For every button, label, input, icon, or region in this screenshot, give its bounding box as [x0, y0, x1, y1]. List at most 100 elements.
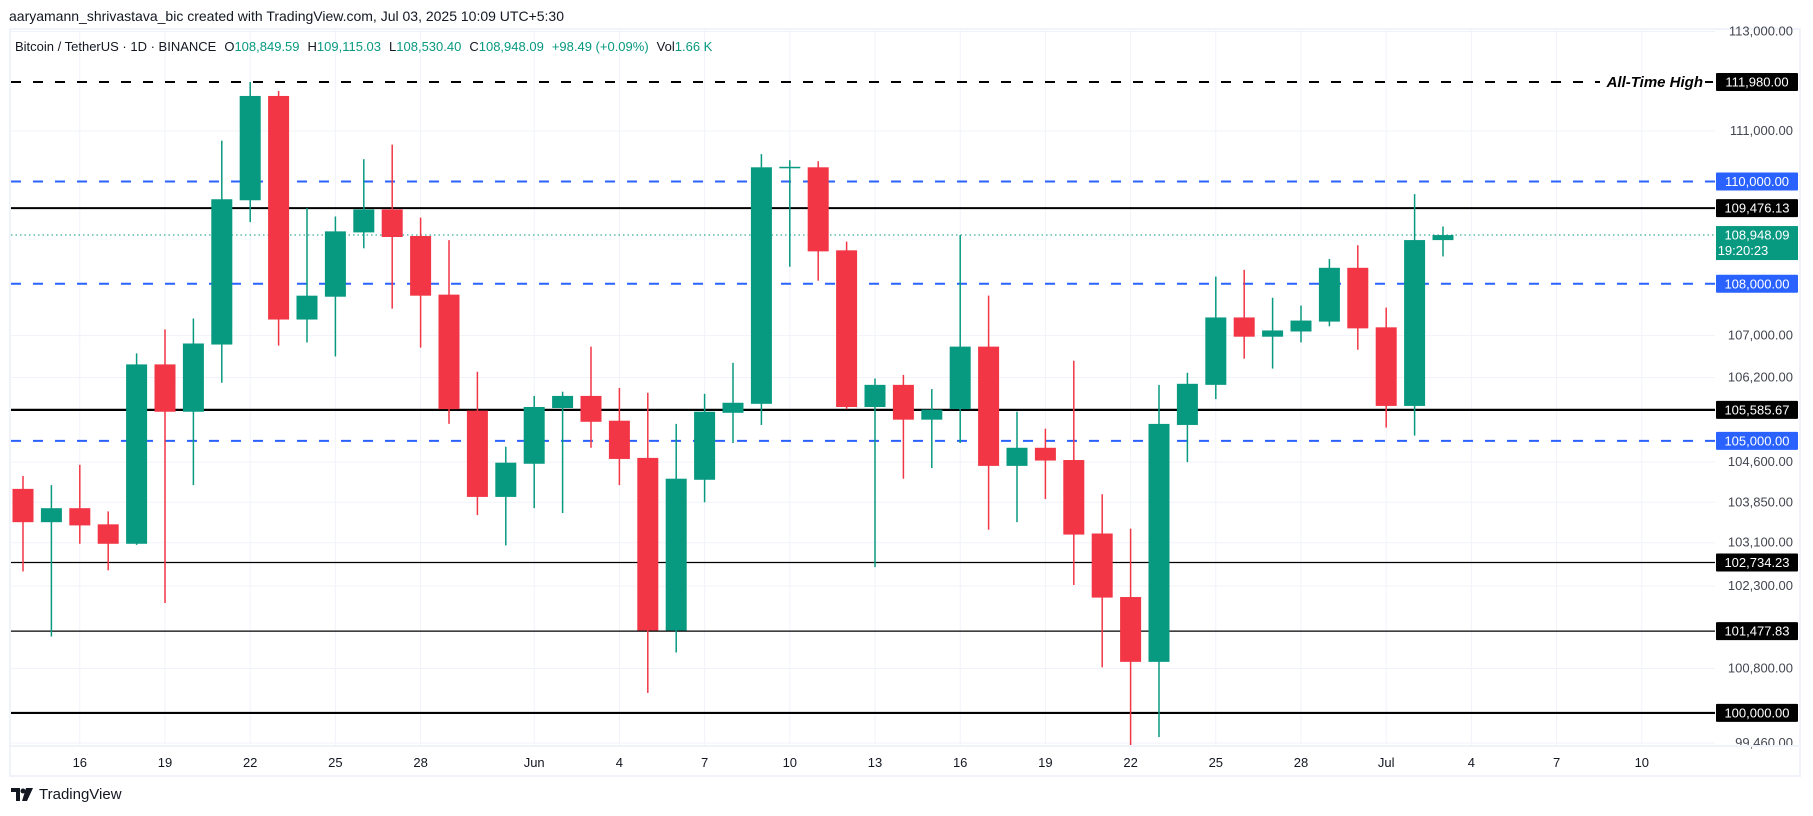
candle[interactable]	[1091, 494, 1113, 668]
all-time-high-annotation: All-Time High	[1606, 74, 1703, 91]
candle-body	[1375, 327, 1397, 406]
candle[interactable]	[12, 476, 34, 572]
candle[interactable]	[40, 485, 62, 637]
volume-label: Vol	[656, 39, 675, 54]
high-value: 109,115.03	[316, 39, 382, 54]
level-price-badge	[1716, 431, 1798, 450]
open-value: 108,849.59	[234, 39, 300, 54]
candle[interactable]	[1262, 297, 1284, 369]
candle[interactable]	[978, 295, 1000, 530]
candle[interactable]	[637, 392, 659, 693]
y-tick-label: 103,850.00	[1728, 494, 1793, 509]
candle[interactable]	[438, 240, 460, 424]
candle-body	[1063, 460, 1085, 535]
candle[interactable]	[268, 90, 290, 346]
candle[interactable]	[1034, 428, 1056, 500]
candle[interactable]	[154, 329, 176, 604]
candle[interactable]	[552, 391, 574, 514]
candle[interactable]	[1063, 360, 1085, 586]
footer-brand[interactable]: TradingView	[11, 786, 122, 803]
x-tick-label: 25	[328, 755, 342, 770]
candle-body	[40, 508, 62, 523]
candle[interactable]	[1148, 384, 1170, 737]
candle[interactable]	[126, 353, 148, 545]
y-tick-label: 102,300.00	[1728, 578, 1793, 593]
candle-body	[1006, 447, 1028, 466]
y-tick-label: 100,800.00	[1728, 660, 1793, 675]
candle[interactable]	[466, 371, 488, 516]
candle[interactable]	[750, 154, 772, 425]
candle-body	[1347, 267, 1369, 329]
candle[interactable]	[836, 241, 858, 410]
candle[interactable]	[608, 388, 630, 486]
candle[interactable]	[580, 346, 602, 448]
candle-body	[296, 295, 318, 320]
level-price-badge	[1716, 274, 1798, 293]
candle[interactable]	[1233, 269, 1255, 359]
level-price-badge	[1716, 622, 1798, 641]
candle[interactable]	[1375, 307, 1397, 428]
candle-body	[69, 508, 91, 526]
candle-body	[239, 95, 261, 201]
candle[interactable]	[1176, 372, 1198, 463]
candle-body	[552, 395, 574, 409]
time-axis[interactable]: 16 19 22 25 28 Jun 4 7 10 13 16 19 22 25 28 Jul 4 7 10	[11, 745, 1800, 770]
candle[interactable]	[495, 446, 517, 546]
price-axis[interactable]: 113,000.00 111,000.00 107,000.00 106,200.00…	[1716, 23, 1798, 750]
level-price-label: 110,000.00	[1725, 174, 1789, 189]
level-price-label: 109,476.13	[1724, 201, 1789, 216]
candle[interactable]	[239, 82, 261, 223]
close-label: C	[469, 39, 479, 54]
candle[interactable]	[69, 464, 91, 544]
candle-body	[126, 364, 148, 544]
candle[interactable]	[665, 423, 687, 653]
grid	[11, 30, 1715, 745]
candle[interactable]	[324, 216, 346, 357]
candle[interactable]	[1432, 226, 1454, 257]
candle[interactable]	[97, 511, 119, 571]
candle[interactable]	[807, 161, 829, 281]
level-price-badge	[1716, 703, 1798, 722]
chart-attribution: aaryamann_shrivastava_bic created with T…	[9, 8, 565, 24]
candle-body	[1176, 383, 1198, 425]
candle[interactable]	[211, 140, 233, 383]
x-tick-label: 28	[1294, 755, 1308, 770]
symbol-title[interactable]: Bitcoin / TetherUS · 1D · BINANCE	[15, 39, 217, 54]
candle[interactable]	[1006, 411, 1028, 523]
candle[interactable]	[779, 160, 801, 267]
candle-body	[864, 384, 886, 407]
candle[interactable]	[1347, 245, 1369, 350]
candle[interactable]	[353, 159, 375, 249]
candle[interactable]	[1290, 305, 1312, 343]
level-price-label: 101,477.83	[1724, 624, 1789, 639]
ohlc-legend: Bitcoin / TetherUS · 1D · BINANCE O 108,8…	[15, 39, 720, 54]
candle[interactable]	[694, 393, 716, 503]
candle[interactable]	[864, 378, 886, 568]
candle[interactable]	[1404, 194, 1426, 436]
open-label: O	[224, 39, 235, 54]
candle-body	[949, 346, 971, 410]
candle[interactable]	[1120, 528, 1142, 748]
candle[interactable]	[1318, 259, 1340, 327]
candle[interactable]	[722, 362, 744, 443]
candle[interactable]	[182, 318, 204, 486]
x-tick-label: 16	[953, 755, 967, 770]
bar-countdown: 19:20:23	[1718, 243, 1769, 258]
candle[interactable]	[410, 217, 432, 348]
level-price-label: 105,000.00	[1724, 433, 1789, 448]
candle[interactable]	[1205, 276, 1227, 400]
candle-body	[12, 488, 34, 523]
candle-body	[1205, 317, 1227, 385]
candle-body	[608, 420, 630, 459]
candle[interactable]	[381, 144, 403, 309]
x-tick-label: 28	[413, 755, 427, 770]
candle[interactable]	[921, 389, 943, 469]
volume-value: 1.66 K	[674, 39, 713, 54]
candle[interactable]	[296, 207, 318, 343]
candle[interactable]	[523, 395, 545, 509]
candle[interactable]	[949, 234, 971, 443]
candle[interactable]	[892, 374, 914, 479]
candle-body	[1091, 533, 1113, 598]
candle-body	[1148, 423, 1170, 662]
